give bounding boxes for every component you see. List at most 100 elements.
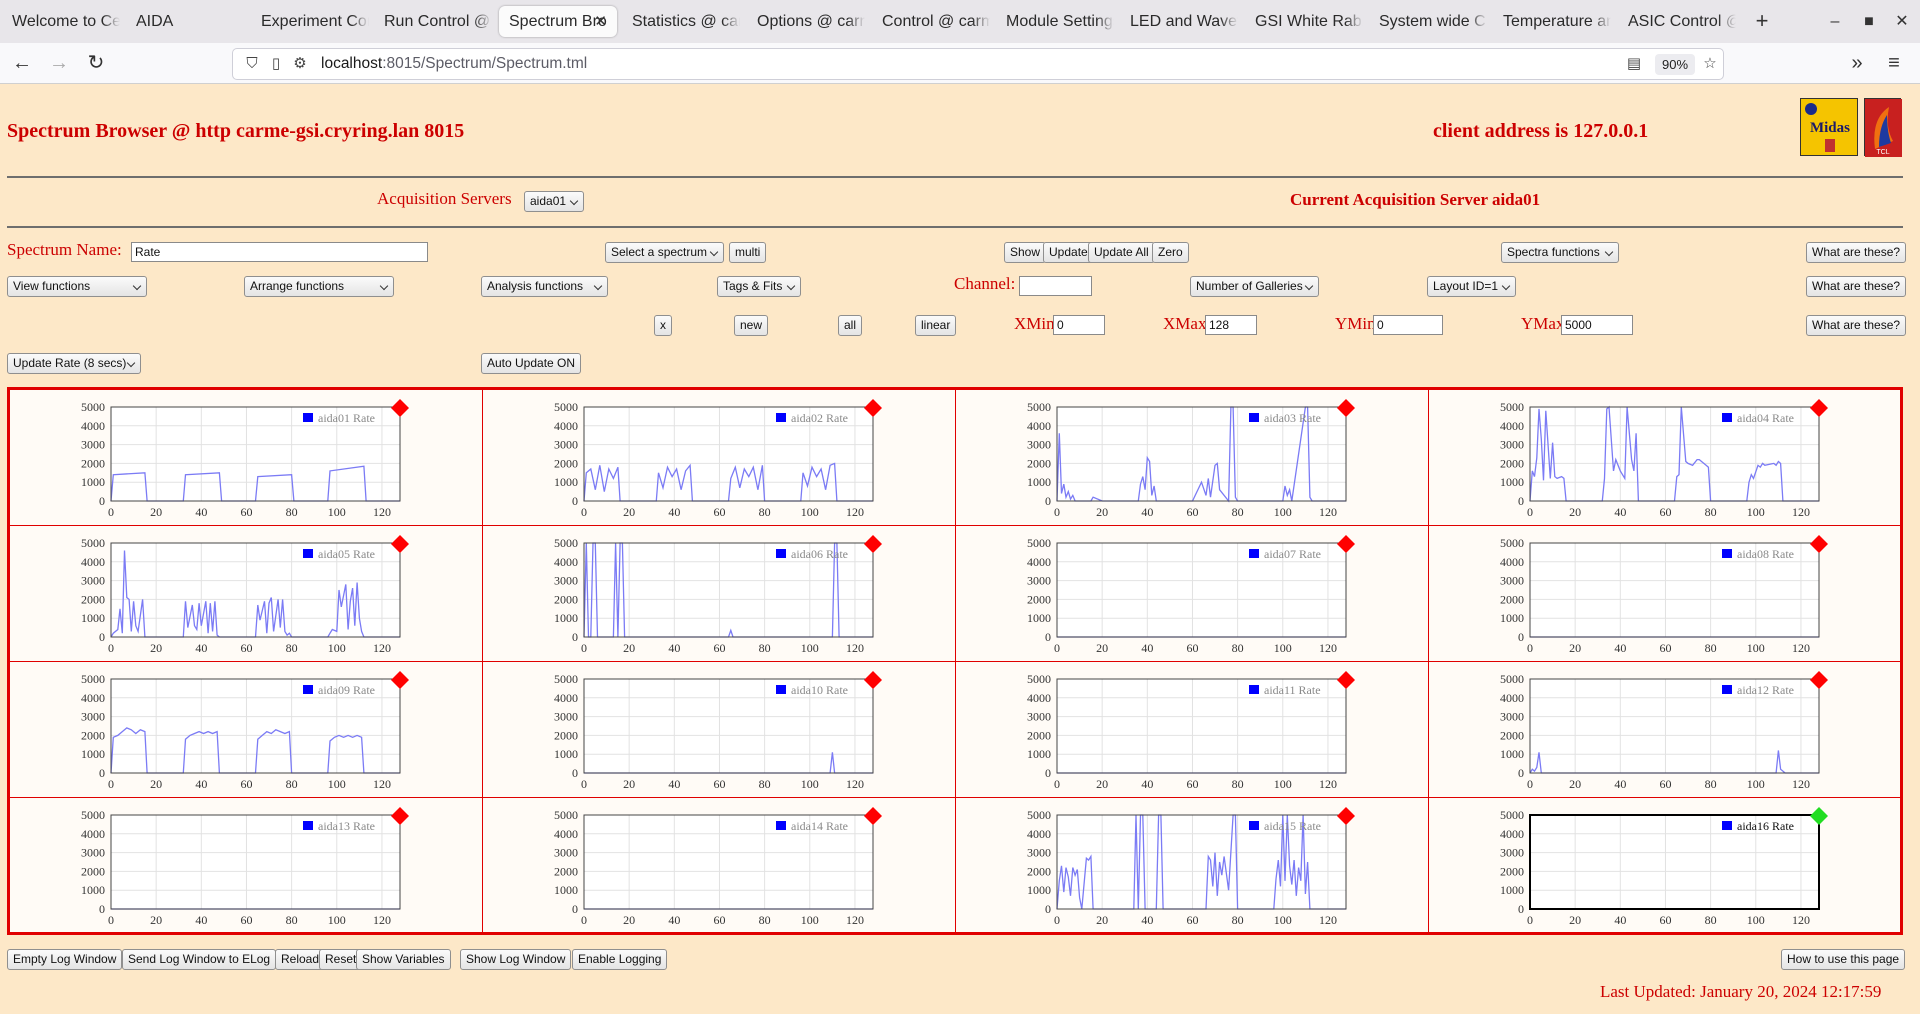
show-variables-button[interactable]: Show Variables xyxy=(356,949,451,970)
show-log-window-button[interactable]: Show Log Window xyxy=(460,949,572,970)
spectrum-chart[interactable]: 0 1000 2000 3000 4000 5000 0 20 40 60 80 100 120 aida… xyxy=(10,662,483,798)
spectrum-chart[interactable]: 0 1000 2000 3000 4000 5000 0 20 40 60 80 100 120 aida… xyxy=(10,390,483,526)
spectrum-cell[interactable]: 0 1000 2000 3000 4000 5000 0 20 40 60 80 100 120 aida… xyxy=(9,797,483,933)
number-of-galleries-dropdown[interactable]: Number of Galleries xyxy=(1190,276,1319,297)
spectrum-chart[interactable]: 0 1000 2000 3000 4000 5000 0 20 40 60 80 100 120 aida… xyxy=(1429,526,1902,662)
what-are-these-button[interactable]: What are these? xyxy=(1806,315,1907,336)
forward-icon[interactable]: → xyxy=(49,52,69,74)
what-are-these-button[interactable]: What are these? xyxy=(1806,276,1907,297)
status-red-diamond-icon[interactable] xyxy=(864,671,882,689)
update-rate-dropdown[interactable]: Update Rate (8 secs) xyxy=(7,353,141,374)
acquisition-server-select[interactable]: aida01 xyxy=(524,191,584,212)
ymin-input[interactable]: 0 xyxy=(1373,315,1443,335)
analysis-functions-dropdown[interactable]: Analysis functions xyxy=(481,276,608,297)
spectrum-cell[interactable]: 0 1000 2000 3000 4000 5000 0 20 40 60 80 100 120 aida… xyxy=(955,525,1429,662)
spectrum-chart[interactable]: 0 1000 2000 3000 4000 5000 0 20 40 60 80 100 120 aida… xyxy=(483,798,956,934)
zoom-level[interactable]: 90% xyxy=(1655,54,1696,75)
browser-tab[interactable]: Welcome to Ce xyxy=(2,6,120,37)
status-red-diamond-icon[interactable] xyxy=(1337,535,1355,553)
reload-icon[interactable]: ↻ xyxy=(87,52,105,74)
spectrum-cell[interactable]: 0 1000 2000 3000 4000 5000 0 20 40 60 80 100 120 aida… xyxy=(9,661,483,798)
url-text[interactable]: localhost:8015/Spectrum/Spectrum.tml xyxy=(321,55,588,72)
spectrum-chart[interactable]: 0 1000 2000 3000 4000 5000 0 20 40 60 80 100 120 aida… xyxy=(483,662,956,798)
browser-tab[interactable]: AIDA xyxy=(126,6,244,37)
empty-log-window-button[interactable]: Empty Log Window xyxy=(7,949,123,970)
status-red-diamond-icon[interactable] xyxy=(864,535,882,553)
status-red-diamond-icon[interactable] xyxy=(391,399,409,417)
reader-view-icon[interactable]: ▤ xyxy=(1626,55,1642,72)
send-log-to-elog-button[interactable]: Send Log Window to ELog xyxy=(122,949,277,970)
browser-tab[interactable]: Spectrum Bro ✕ xyxy=(499,6,617,37)
status-red-diamond-icon[interactable] xyxy=(864,807,882,825)
browser-tab[interactable]: System wide Ch xyxy=(1369,6,1487,37)
all-button[interactable]: all xyxy=(838,315,863,336)
view-functions-dropdown[interactable]: View functions xyxy=(7,276,147,297)
page-icon[interactable]: ▯ xyxy=(271,55,281,72)
enable-logging-button[interactable]: Enable Logging xyxy=(572,949,668,970)
spectrum-chart[interactable]: 0 1000 2000 3000 4000 5000 0 20 40 60 80 100 120 aida… xyxy=(10,798,483,934)
spectrum-cell[interactable]: 0 1000 2000 3000 4000 5000 0 20 40 60 80 100 120 aida… xyxy=(1428,661,1901,798)
spectrum-cell[interactable]: 0 1000 2000 3000 4000 5000 0 20 40 60 80 100 120 aida… xyxy=(482,661,956,798)
how-to-use-button[interactable]: How to use this page xyxy=(1781,949,1906,970)
zero-button[interactable]: Zero xyxy=(1152,242,1189,263)
status-red-diamond-icon[interactable] xyxy=(1337,399,1355,417)
spectrum-cell[interactable]: 0 1000 2000 3000 4000 5000 0 20 40 60 80 100 120 aida… xyxy=(1428,797,1901,933)
spectrum-cell[interactable]: 0 1000 2000 3000 4000 5000 0 20 40 60 80 100 120 aida… xyxy=(9,525,483,662)
hamburger-menu-icon[interactable]: ≡ xyxy=(1888,52,1900,74)
status-red-diamond-icon[interactable] xyxy=(1337,807,1355,825)
browser-tab[interactable]: Run Control @ xyxy=(374,6,492,37)
spectrum-cell[interactable]: 0 1000 2000 3000 4000 5000 0 20 40 60 80 100 120 aida… xyxy=(955,797,1429,933)
maximize-button[interactable]: ■ xyxy=(1864,13,1874,30)
spectrum-cell[interactable]: 0 1000 2000 3000 4000 5000 0 20 40 60 80 100 120 aida… xyxy=(482,389,956,526)
spectrum-cell[interactable]: 0 1000 2000 3000 4000 5000 0 20 40 60 80 100 120 aida… xyxy=(1428,525,1901,662)
update-all-button[interactable]: Update All xyxy=(1088,242,1155,263)
status-red-diamond-icon[interactable] xyxy=(391,535,409,553)
update-button[interactable]: Update xyxy=(1043,242,1094,263)
browser-tab[interactable]: Module Settings xyxy=(996,6,1114,37)
xmax-input[interactable]: 128 xyxy=(1205,315,1257,335)
status-red-diamond-icon[interactable] xyxy=(1810,535,1828,553)
browser-tab[interactable]: Temperature an xyxy=(1493,6,1611,37)
spectrum-chart[interactable]: 0 1000 2000 3000 4000 5000 0 20 40 60 80 100 120 aida… xyxy=(956,390,1429,526)
xmin-input[interactable]: 0 xyxy=(1053,315,1105,335)
browser-tab[interactable]: Statistics @ car xyxy=(622,6,740,37)
status-red-diamond-icon[interactable] xyxy=(864,399,882,417)
spectrum-cell[interactable]: 0 1000 2000 3000 4000 5000 0 20 40 60 80 100 120 aida… xyxy=(955,661,1429,798)
spectrum-chart[interactable]: 0 1000 2000 3000 4000 5000 0 20 40 60 80 100 120 aida… xyxy=(483,526,956,662)
shield-icon[interactable]: ⛉ xyxy=(246,55,258,72)
spectrum-cell[interactable]: 0 1000 2000 3000 4000 5000 0 20 40 60 80 100 120 aida… xyxy=(9,389,483,526)
browser-tab[interactable]: Control @ carm xyxy=(872,6,990,37)
overflow-menu-icon[interactable]: » xyxy=(1851,52,1863,74)
url-bar[interactable]: ⛉ ▯ ⚙ localhost:8015/Spectrum/Spectrum.t… xyxy=(232,48,1724,80)
browser-tab[interactable]: ASIC Control @ xyxy=(1618,6,1736,37)
spectrum-chart[interactable]: 0 1000 2000 3000 4000 5000 0 20 40 60 80 100 120 aida… xyxy=(956,798,1429,934)
new-tab-button[interactable]: + xyxy=(1755,8,1769,33)
select-spectrum-dropdown[interactable]: Select a spectrum xyxy=(605,242,724,263)
tags-fits-dropdown[interactable]: Tags & Fits xyxy=(717,276,801,297)
status-green-diamond-icon[interactable] xyxy=(1810,807,1828,825)
spectrum-chart[interactable]: 0 1000 2000 3000 4000 5000 0 20 40 60 80 100 120 aida… xyxy=(1429,662,1902,798)
spectrum-chart[interactable]: 0 1000 2000 3000 4000 5000 0 20 40 60 80 100 120 aida… xyxy=(483,390,956,526)
status-red-diamond-icon[interactable] xyxy=(391,671,409,689)
spectrum-cell[interactable]: 0 1000 2000 3000 4000 5000 0 20 40 60 80 100 120 aida… xyxy=(1428,389,1901,526)
spectrum-chart[interactable]: 0 1000 2000 3000 4000 5000 0 20 40 60 80 100 120 aida… xyxy=(1429,390,1902,526)
browser-tab[interactable]: Options @ carm xyxy=(747,6,865,37)
multi-button[interactable]: multi xyxy=(729,242,767,263)
new-button[interactable]: new xyxy=(734,315,769,336)
ymax-input[interactable]: 5000 xyxy=(1561,315,1633,335)
minimize-button[interactable]: – xyxy=(1830,13,1840,30)
spectrum-name-input[interactable]: Rate xyxy=(131,242,428,262)
close-window-button[interactable]: ✕ xyxy=(1895,13,1909,30)
browser-tab[interactable]: LED and Wavefo xyxy=(1120,6,1238,37)
browser-tab[interactable]: Experiment Con xyxy=(251,6,369,37)
browser-tab[interactable]: GSI White Rabb xyxy=(1245,6,1363,37)
x-button[interactable]: x xyxy=(654,315,672,336)
spectrum-chart[interactable]: 0 1000 2000 3000 4000 5000 0 20 40 60 80 100 120 aida… xyxy=(1429,798,1902,934)
spectra-functions-dropdown[interactable]: Spectra functions xyxy=(1501,242,1619,263)
channel-input[interactable] xyxy=(1019,276,1092,296)
close-tab-icon[interactable]: ✕ xyxy=(594,13,607,30)
layout-id-dropdown[interactable]: Layout ID=1 xyxy=(1427,276,1516,297)
what-are-these-button[interactable]: What are these? xyxy=(1806,242,1907,263)
spectrum-cell[interactable]: 0 1000 2000 3000 4000 5000 0 20 40 60 80 100 120 aida… xyxy=(482,525,956,662)
bookmark-star-icon[interactable]: ☆ xyxy=(1703,55,1717,72)
